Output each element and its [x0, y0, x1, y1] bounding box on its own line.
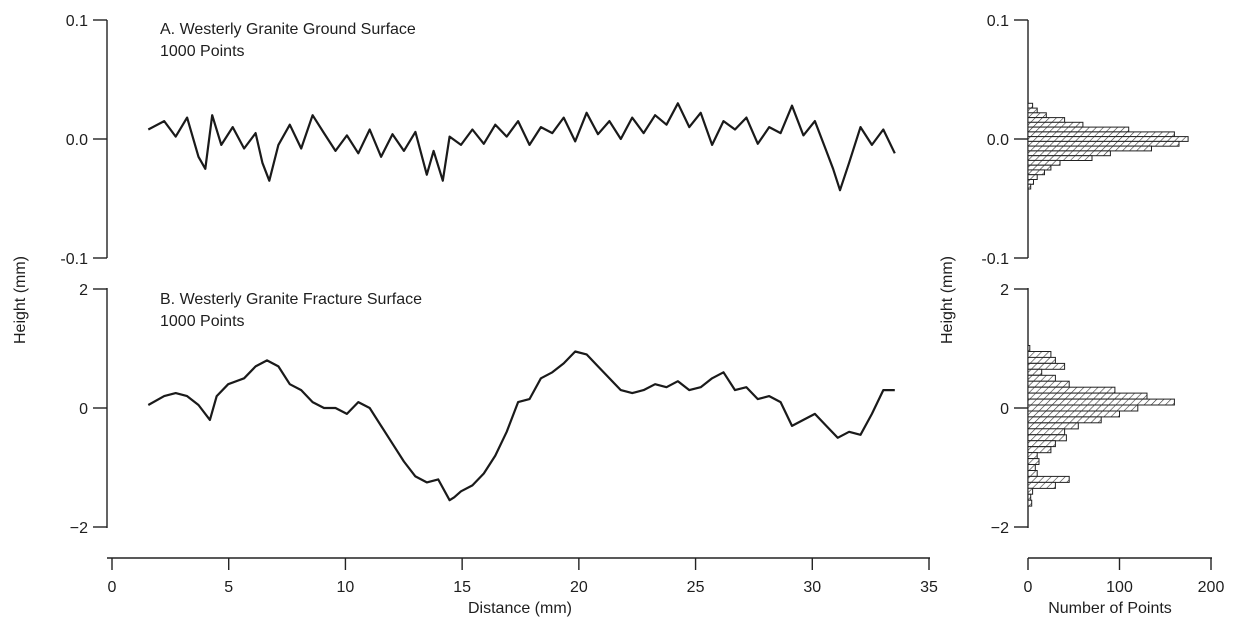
- histogram-a-bar: [1027, 121, 1084, 128]
- histogram-a-bar: [1027, 107, 1038, 114]
- histogram-b-bar: [1027, 362, 1066, 370]
- left-x-axis-label: Distance (mm): [468, 600, 572, 617]
- histogram-b-bar: [1027, 452, 1038, 460]
- panel-a-trace-line: [147, 102, 896, 192]
- histogram-a-bar: [1027, 140, 1180, 147]
- panel-a-y-ticks: 0.1 0.0 -0.1: [60, 13, 107, 268]
- histogram-b-y-tick-label: 0: [1000, 401, 1009, 418]
- histogram-b-bar: [1027, 368, 1043, 376]
- histogram-b-bar: [1027, 470, 1038, 477]
- histogram-b-y-tick-label: 2: [1000, 282, 1009, 299]
- histogram-a-bar: [1027, 169, 1045, 176]
- histogram-a-bar: [1027, 150, 1111, 157]
- histogram-b-bar: [1027, 386, 1116, 394]
- histogram-b-bar: [1027, 422, 1079, 430]
- left-x-tick-label: 15: [453, 579, 471, 596]
- histogram-b-bar: [1027, 351, 1052, 358]
- histogram-b-bar: [1027, 416, 1102, 424]
- left-x-tick-label: 20: [570, 579, 588, 596]
- right-x-ticks: 0 100 200: [1024, 558, 1225, 596]
- histogram-a-bar: [1027, 159, 1061, 166]
- panel-a-y-tick-label: 0.1: [66, 13, 88, 30]
- panel-a-title: A. Westerly Granite Ground Surface: [160, 21, 416, 38]
- left-y-axis-label: Height (mm): [12, 256, 29, 344]
- left-x-tick-label: 30: [803, 579, 821, 596]
- right-x-tick-label: 0: [1024, 579, 1033, 596]
- histogram-b-bar: [1027, 446, 1052, 454]
- histogram-a-bar: [1027, 102, 1034, 109]
- histogram-a-bar: [1027, 155, 1093, 161]
- panel-b-trace-line: [147, 350, 895, 502]
- histogram-b-bar: [1027, 475, 1070, 483]
- histogram-b-bar: [1027, 345, 1031, 352]
- panel-b-subtitle: 1000 Points: [160, 313, 245, 330]
- histogram-a-bar: [1027, 136, 1189, 142]
- panel-b-title: B. Westerly Granite Fracture Surface: [160, 291, 422, 308]
- histogram-a: 0.1 0.0 -0.1: [981, 13, 1189, 268]
- right-x-axis-label: Number of Points: [1048, 600, 1172, 617]
- histogram-b-bar: [1027, 404, 1139, 412]
- panel-b-y-tick-label: 2: [79, 282, 88, 299]
- histogram-a-bar: [1027, 164, 1052, 171]
- left-x-ticks: 0 5 10 15 20 25 30 35: [108, 558, 938, 596]
- histogram-b-bars: [1027, 345, 1175, 507]
- histogram-a-bar: [1027, 145, 1152, 152]
- panel-b-y-tick-label: 0: [79, 401, 88, 418]
- histogram-a-bar: [1027, 131, 1175, 138]
- histogram-a-y-tick-label: -0.1: [981, 251, 1009, 268]
- histogram-a-bar: [1027, 183, 1032, 190]
- histogram-b-bar: [1027, 464, 1036, 471]
- right-y-axis-label: Height (mm): [939, 256, 956, 344]
- left-x-tick-label: 25: [687, 579, 705, 596]
- histogram-b-bar: [1027, 428, 1066, 436]
- histogram-b-bar: [1027, 434, 1067, 442]
- histogram-b-bar: [1027, 410, 1120, 418]
- right-x-axis: 0 100 200 Number of Points: [1024, 557, 1225, 617]
- histogram-b-bar: [1027, 487, 1034, 495]
- histogram-a-y-tick-label: 0.1: [987, 13, 1009, 30]
- histogram-a-bar: [1027, 126, 1130, 133]
- right-x-tick-label: 100: [1106, 579, 1133, 596]
- left-x-tick-label: 0: [108, 579, 117, 596]
- panel-b-y-ticks: 2 0 −2: [70, 282, 107, 537]
- histogram-b-y-ticks: 2 0 −2: [991, 282, 1028, 537]
- histogram-b-bar: [1027, 356, 1056, 364]
- histogram-b-y-tick-label: −2: [991, 520, 1009, 537]
- histogram-b-bar: [1027, 458, 1040, 466]
- histogram-b-bar: [1027, 481, 1056, 489]
- panel-b: 2 0 −2 B. Westerly Granite Fracture Surfac…: [70, 282, 895, 537]
- histogram-a-bar: [1027, 174, 1038, 180]
- panel-a: 0.1 0.0 -0.1 A. Westerly Granite Ground Su…: [60, 13, 896, 268]
- histogram-b-bar: [1027, 374, 1056, 382]
- right-x-tick-label: 200: [1198, 579, 1225, 596]
- histogram-a-bars: [1027, 102, 1189, 190]
- panel-a-y-tick-label: -0.1: [60, 251, 88, 268]
- histogram-a-y-tick-label: 0.0: [987, 132, 1009, 149]
- histogram-a-bar: [1027, 179, 1034, 185]
- histogram-b-bar: [1027, 499, 1033, 507]
- left-x-axis: 0 5 10 15 20 25 30 35 Distance (mm): [107, 557, 938, 617]
- histogram-a-bar: [1027, 112, 1047, 119]
- histogram-b-bar: [1027, 398, 1175, 406]
- left-x-tick-label: 35: [920, 579, 938, 596]
- histogram-b-bar: [1027, 493, 1032, 501]
- histogram-b-bar: [1027, 392, 1148, 400]
- histogram-b-bar: [1027, 440, 1056, 448]
- panel-a-y-tick-label: 0.0: [66, 132, 88, 149]
- panel-a-subtitle: 1000 Points: [160, 43, 245, 60]
- histogram-b: 2 0 −2: [991, 282, 1175, 537]
- panel-b-y-tick-label: −2: [70, 520, 88, 537]
- histogram-a-bar: [1027, 117, 1066, 123]
- left-x-tick-label: 10: [337, 579, 355, 596]
- left-x-tick-label: 5: [224, 579, 233, 596]
- histogram-b-bar: [1027, 380, 1070, 388]
- histogram-a-y-ticks: 0.1 0.0 -0.1: [981, 13, 1028, 268]
